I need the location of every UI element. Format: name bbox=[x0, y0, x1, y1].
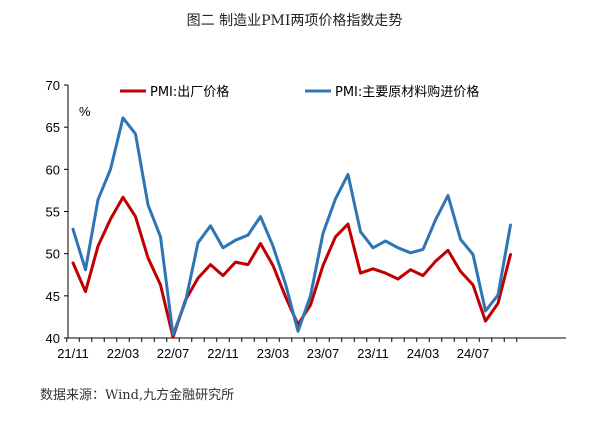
y-tick-label: 70 bbox=[46, 78, 60, 93]
legend-label: PMI:主要原材料购进价格 bbox=[335, 84, 479, 100]
series-layer bbox=[71, 116, 512, 339]
x-tick-label: 23/07 bbox=[307, 346, 340, 361]
x-tick-label: 21/11 bbox=[57, 346, 89, 361]
y-tick-label: 60 bbox=[46, 162, 60, 177]
series-line-1 bbox=[71, 195, 512, 339]
x-tick-label: 24/03 bbox=[407, 346, 440, 361]
y-tick-label: 45 bbox=[46, 289, 60, 304]
axes: 40 45 50 55 60 65 70 21/11 22/03 22/07 22/11 23/03 2… bbox=[46, 78, 566, 361]
y-tick-label: 40 bbox=[46, 331, 60, 346]
legend-label: PMI:出厂价格 bbox=[150, 84, 229, 100]
x-tick-label: 22/03 bbox=[107, 346, 140, 361]
x-tick-label: 22/07 bbox=[157, 346, 190, 361]
chart-title: 图二 制造业PMI两项价格指数走势 bbox=[186, 13, 403, 29]
x-tick-label: 22/11 bbox=[207, 346, 239, 361]
x-tick-label: 23/03 bbox=[257, 346, 290, 361]
y-tick-label: 65 bbox=[46, 120, 60, 135]
source-note: 数据来源：Wind,九方金融研究所 bbox=[40, 388, 235, 403]
x-tick-label: 24/07 bbox=[457, 346, 490, 361]
y-tick-label: 55 bbox=[46, 205, 60, 220]
y-tick-label: 50 bbox=[46, 247, 60, 262]
y-axis-unit-label: % bbox=[79, 104, 91, 119]
legend: PMI:出厂价格 PMI:主要原材料购进价格 bbox=[120, 84, 479, 100]
x-tick-label: 23/11 bbox=[357, 346, 389, 361]
series-line-2 bbox=[71, 116, 512, 337]
